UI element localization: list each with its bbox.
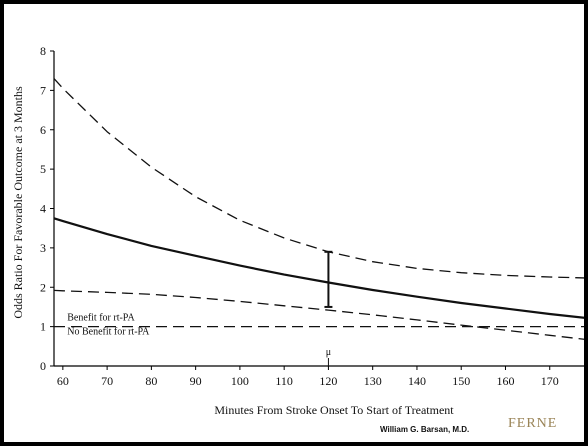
benefit-annotation: Benefit for rt-PA bbox=[67, 313, 135, 324]
x-tick-label: 130 bbox=[364, 374, 382, 388]
x-tick-label: 110 bbox=[275, 374, 293, 388]
x-tick-label: 120 bbox=[319, 374, 337, 388]
x-tick-label: 150 bbox=[452, 374, 470, 388]
marks-group: μ bbox=[324, 250, 333, 366]
presenter-credit: William G. Barsan, M.D. bbox=[380, 425, 470, 434]
y-tick-label: 1 bbox=[40, 320, 46, 334]
labels-group: Minutes From Stroke Onset To Start of Tr… bbox=[11, 86, 454, 417]
y-tick-label: 2 bbox=[40, 280, 46, 294]
x-axis-title: Minutes From Stroke Onset To Start of Tr… bbox=[214, 403, 454, 417]
odds-ratio-line bbox=[53, 217, 584, 319]
x-tick-label: 170 bbox=[541, 374, 559, 388]
confidence-bound-line bbox=[53, 78, 584, 279]
y-tick-label: 3 bbox=[40, 241, 46, 255]
y-tick-label: 6 bbox=[40, 123, 46, 137]
x-tick-label: 160 bbox=[496, 374, 514, 388]
x-tick-label: 140 bbox=[408, 374, 426, 388]
x-tick-label: 70 bbox=[101, 374, 113, 388]
x-tick-label: 60 bbox=[57, 374, 69, 388]
y-tick-label: 7 bbox=[40, 83, 46, 97]
confidence-bound-line bbox=[53, 289, 584, 340]
y-tick-label: 4 bbox=[40, 202, 46, 216]
y-tick-label: 0 bbox=[40, 359, 46, 373]
y-tick-label: 5 bbox=[40, 162, 46, 176]
x-tick-label: 100 bbox=[231, 374, 249, 388]
axes: 0 1 2 3 4 5 6 7 8 60 70 80 90 100 110 120 130 140 150 160 17… bbox=[40, 44, 584, 388]
y-axis-title: Odds Ratio For Favorable Outcome at 3 Mo… bbox=[11, 86, 25, 319]
x-tick-label: 90 bbox=[190, 374, 202, 388]
odds-ratio-chart: 0 1 2 3 4 5 6 7 8 60 70 80 90 100 110 120 130 140 150 160 17… bbox=[11, 44, 584, 417]
slide: 0 1 2 3 4 5 6 7 8 60 70 80 90 100 110 120 130 140 150 160 17… bbox=[4, 4, 584, 442]
y-tick-label: 8 bbox=[40, 44, 46, 58]
no-benefit-annotation: No Benefit for rt-PA bbox=[67, 327, 150, 338]
x-tick-label: 80 bbox=[145, 374, 157, 388]
mu-marker-label: μ bbox=[326, 347, 331, 358]
series-group bbox=[53, 78, 584, 340]
ferne-logo: FERNE bbox=[508, 416, 558, 431]
